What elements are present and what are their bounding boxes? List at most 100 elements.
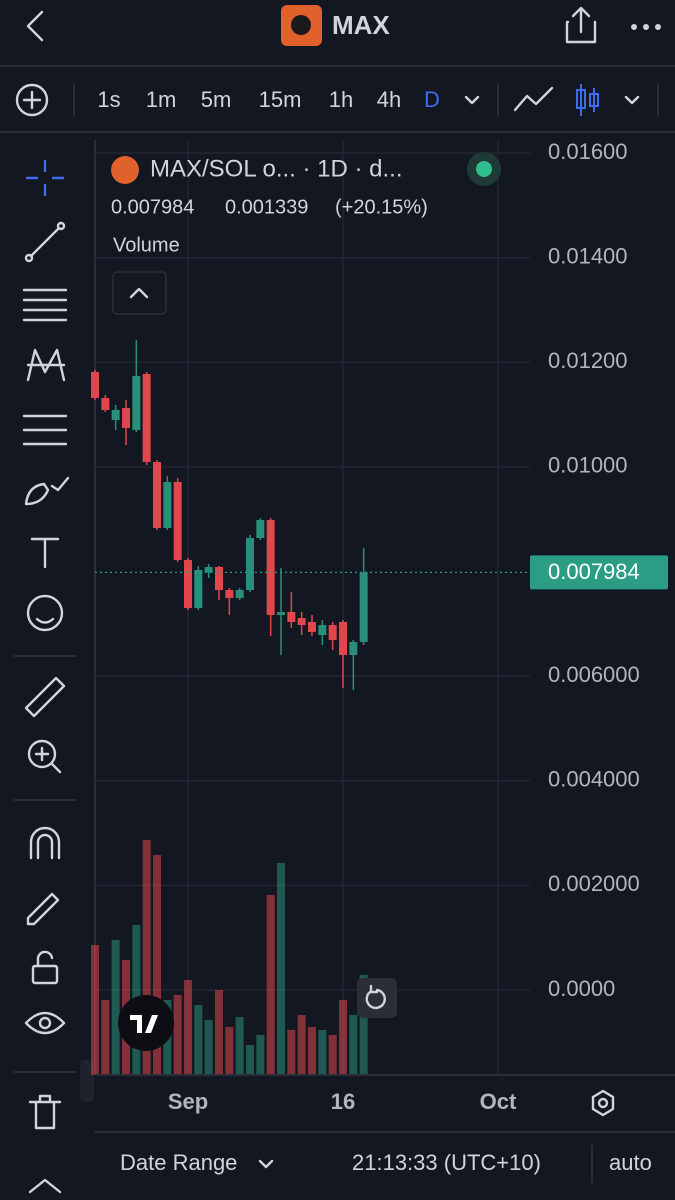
settings-button[interactable] [591, 1089, 615, 1117]
candle-body [349, 642, 358, 655]
candle-body [318, 625, 327, 636]
interval-dropdown[interactable] [464, 95, 480, 105]
icon-tool[interactable] [26, 594, 64, 632]
magnet-tool[interactable] [29, 826, 61, 860]
volume-bar [266, 895, 275, 1075]
y-tick-label: 0.01400 [548, 243, 628, 268]
avatar-figure [291, 15, 311, 35]
chart-type-dropdown[interactable] [624, 95, 640, 105]
interval-button[interactable]: 15m [259, 87, 302, 112]
chart-title: MAX/SOL o... · 1D · d... [150, 155, 403, 182]
x-tick-label: 16 [331, 1089, 355, 1114]
visibility-tool[interactable] [24, 1011, 66, 1035]
candle-body [153, 462, 161, 528]
volume-bar [339, 1000, 347, 1075]
last-price-badge [530, 555, 668, 590]
y-tick-label: 0.01200 [548, 348, 628, 373]
candle-body [101, 397, 110, 411]
interval-button[interactable]: D [424, 87, 440, 112]
share-button[interactable] [565, 6, 597, 44]
reset-button[interactable] [357, 978, 397, 1018]
volume-bar [173, 995, 182, 1075]
scale-mode[interactable]: auto [609, 1150, 652, 1175]
candle-body [235, 590, 244, 599]
zoom-tool[interactable] [27, 739, 62, 774]
candle-body [194, 569, 203, 609]
status-dot [476, 161, 492, 177]
collapse-legend[interactable] [112, 271, 167, 315]
back-button[interactable] [26, 10, 44, 42]
lock-tool[interactable] [31, 950, 59, 985]
y-tick-label: 0.01000 [548, 453, 628, 478]
more-tools[interactable] [28, 1178, 62, 1194]
date-range-dropdown[interactable] [258, 1159, 274, 1169]
y-tick-label: 0.01600 [548, 139, 628, 164]
line-chart-button[interactable] [513, 86, 554, 112]
candle-body [246, 538, 254, 591]
legend-change: 0.001339 [225, 196, 308, 218]
candle-body [204, 567, 213, 573]
candle-body [359, 572, 368, 643]
fib-tool[interactable] [22, 288, 68, 322]
volume-bar [194, 1005, 203, 1075]
lock-drawing-tool[interactable] [26, 892, 60, 926]
candle-body [91, 371, 99, 398]
candle-body [215, 567, 223, 591]
interval-button[interactable]: 1s [97, 87, 120, 112]
candle-body [328, 625, 337, 640]
volume-bar [308, 1027, 316, 1075]
interval-button[interactable]: 5m [201, 87, 232, 112]
drawing-toolbar [14, 160, 94, 1194]
crosshair-tool[interactable] [26, 160, 64, 196]
volume-bar [318, 1030, 327, 1075]
volume-bar [101, 1000, 110, 1075]
volume-label: Volume [113, 234, 180, 256]
interval-button[interactable]: 1h [329, 87, 353, 112]
candle-body [297, 618, 306, 626]
y-tick-label: 0.0000 [548, 976, 615, 1001]
volume-bar [287, 1030, 296, 1075]
interval-button[interactable]: 4h [377, 87, 401, 112]
volume-bar [328, 1035, 337, 1075]
volume-bar [235, 1017, 244, 1075]
brush-tool[interactable] [24, 476, 70, 506]
candle-body [287, 611, 296, 622]
date-range[interactable]: Date Range [120, 1150, 237, 1175]
pattern-tool[interactable] [26, 348, 66, 382]
interval-toolbar: 1s 1m 5m 15m 1h 4h D [15, 83, 659, 117]
header: MAX [26, 5, 661, 46]
tradingview-logo[interactable] [118, 995, 174, 1051]
candle-body [256, 519, 265, 539]
add-button[interactable] [15, 83, 49, 117]
collapse-toolbar[interactable] [80, 1060, 94, 1102]
volume-bar [297, 1015, 306, 1075]
candle-body [339, 621, 347, 655]
volume-bar [256, 1035, 265, 1075]
trend-line-tool[interactable] [24, 221, 66, 263]
y-tick-label: 0.002000 [548, 871, 640, 896]
volume-bar [111, 940, 120, 1075]
volume-bar [215, 990, 223, 1075]
volume-bar [349, 1015, 358, 1075]
delete-tool[interactable] [28, 1094, 62, 1130]
text-tool[interactable] [30, 537, 60, 569]
x-tick-label: Sep [168, 1089, 208, 1114]
visibility-pupil [38, 1016, 52, 1030]
volume-bar [153, 855, 161, 1075]
candle-body [163, 482, 172, 528]
interval-button[interactable]: 1m [146, 87, 177, 112]
projection-tool[interactable] [22, 414, 68, 446]
last-price-label: 0.007984 [548, 559, 640, 584]
candle-body [266, 519, 275, 615]
clock[interactable]: 21:13:33 (UTC+10) [352, 1150, 541, 1175]
more-button[interactable] [631, 24, 661, 30]
ruler-tool[interactable] [24, 676, 66, 718]
candle-chart-button[interactable] [576, 84, 599, 116]
candle-body [142, 374, 151, 463]
pair-avatar [111, 156, 139, 184]
volume-bar [225, 1027, 234, 1075]
candle-body [277, 611, 285, 615]
legend-percent: (+20.15%) [335, 196, 428, 218]
candle-body [308, 621, 316, 632]
